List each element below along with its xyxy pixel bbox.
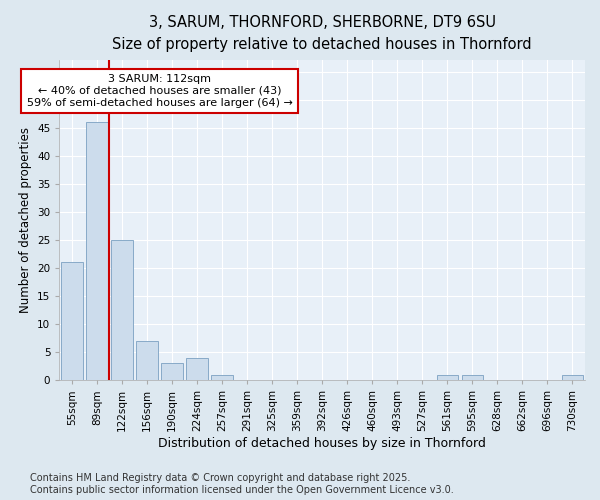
X-axis label: Distribution of detached houses by size in Thornford: Distribution of detached houses by size … [158,437,486,450]
Bar [112,240,133,380]
Bar [462,374,483,380]
Bar [61,262,83,380]
Y-axis label: Number of detached properties: Number of detached properties [19,128,32,314]
Bar [562,374,583,380]
Bar [86,122,107,380]
Bar [437,374,458,380]
Bar [187,358,208,380]
Text: Contains HM Land Registry data © Crown copyright and database right 2025.
Contai: Contains HM Land Registry data © Crown c… [30,474,454,495]
Title: 3, SARUM, THORNFORD, SHERBORNE, DT9 6SU
Size of property relative to detached ho: 3, SARUM, THORNFORD, SHERBORNE, DT9 6SU … [112,15,532,52]
Text: 3 SARUM: 112sqm
← 40% of detached houses are smaller (43)
59% of semi-detached h: 3 SARUM: 112sqm ← 40% of detached houses… [26,74,292,108]
Bar [211,374,233,380]
Bar [161,364,182,380]
Bar [136,341,158,380]
